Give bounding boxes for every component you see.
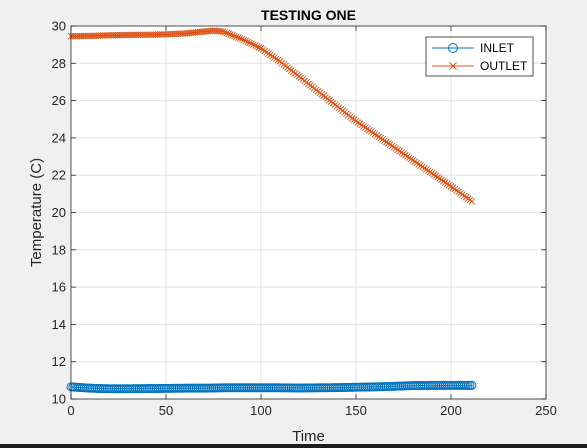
x-tick-label: 100 [250, 403, 272, 418]
legend-label-outlet: OUTLET [480, 59, 528, 73]
y-tick-label: 10 [52, 392, 66, 407]
data-point [240, 36, 248, 44]
y-tick-label: 26 [52, 93, 66, 108]
y-tick-label: 30 [52, 19, 66, 34]
x-tick-label: 250 [535, 403, 557, 418]
legend-marker-outlet [449, 62, 457, 70]
data-point [253, 43, 261, 50]
y-tick-label: 14 [52, 317, 66, 332]
data-point [246, 39, 253, 47]
data-point [255, 44, 263, 51]
data-point [234, 34, 242, 41]
window-bottom-edge [0, 444, 587, 448]
legend-label-inlet: INLET [480, 41, 515, 55]
data-point [231, 32, 238, 40]
data-point [238, 35, 246, 43]
data-point [468, 197, 476, 205]
legend-box [425, 36, 534, 77]
x-axis-label: Time [292, 428, 325, 445]
data-point [221, 29, 229, 36]
grid-lines [71, 26, 546, 399]
y-tick-label: 20 [52, 205, 66, 220]
y-tick-label: 18 [52, 242, 66, 257]
data-point [223, 29, 231, 37]
y-tick-label: 24 [52, 130, 66, 145]
series-outlet [67, 27, 476, 205]
data-point [244, 38, 252, 46]
legend-marker-inlet [448, 43, 458, 53]
x-tick-label: 0 [67, 403, 74, 418]
data-point [236, 34, 244, 42]
data-point [225, 30, 233, 38]
x-tick-label: 150 [345, 403, 367, 418]
y-tick-label: 22 [52, 168, 66, 183]
chart-title: TESTING ONE [261, 7, 356, 23]
data-point [217, 28, 225, 35]
y-tick-label: 16 [52, 280, 66, 295]
data-point [229, 32, 236, 39]
data-point [251, 42, 259, 49]
data-point [467, 380, 477, 390]
data-point [250, 41, 257, 48]
ticks: 0 50 100 150 200 250 10 12 14 16 18 20 22 24 26 28 30 [52, 19, 557, 419]
data-point [232, 33, 240, 41]
y-tick-label: 28 [52, 56, 66, 71]
series-layer [66, 27, 477, 394]
data-point [219, 28, 227, 35]
data-point [248, 40, 255, 48]
legend: INLET OUTLET [425, 36, 534, 77]
x-tick-label: 50 [159, 403, 173, 418]
data-point [242, 37, 250, 45]
y-axis-label: Temperature (C) [28, 158, 45, 267]
x-tick-label: 200 [440, 403, 462, 418]
y-tick-label: 12 [52, 354, 66, 369]
data-point [227, 31, 234, 38]
series-inlet [66, 380, 477, 394]
